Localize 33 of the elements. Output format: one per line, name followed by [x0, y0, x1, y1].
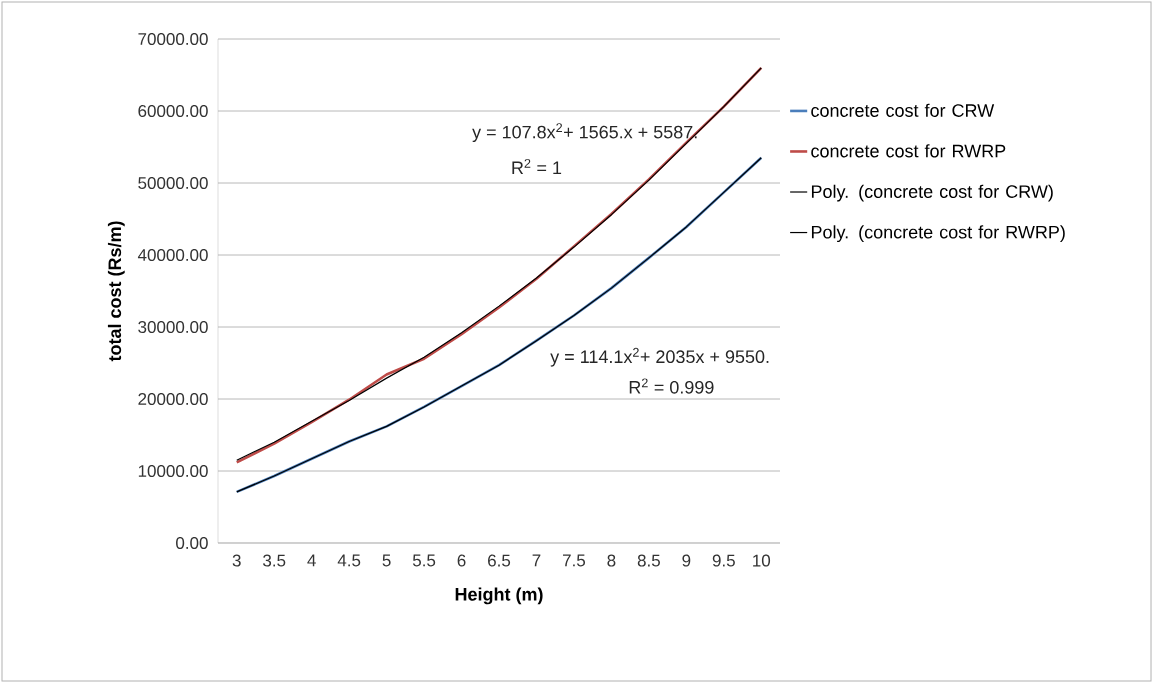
annotation: y = 114.1x$^{2}$+ 2035x + 9550. — [550, 347, 769, 367]
legend-label: concrete cost for CRW — [811, 103, 995, 117]
x-tick-label: 9 — [682, 554, 691, 567]
legend-label: concrete cost for RWRP — [811, 144, 1006, 158]
x-tick-label: 10 — [753, 554, 771, 567]
x-tick-label: 8 — [607, 554, 616, 567]
y-tick-label: 70000.00 — [138, 32, 208, 46]
y-tick-label: 50000.00 — [138, 176, 208, 190]
y-tick-label: 0.00 — [176, 536, 208, 550]
legend-label: Poly. (concrete cost for CRW) — [811, 184, 1053, 202]
x-tick-label: 5 — [382, 554, 391, 567]
x-tick-label: 6 — [457, 554, 466, 567]
x-tick-label: 6.5 — [488, 554, 511, 567]
x-tick-label: 9.5 — [712, 554, 735, 567]
y-tick-label: 10000.00 — [138, 464, 208, 478]
x-tick-label: 3.5 — [263, 554, 286, 567]
x-tick-label: 4 — [307, 554, 316, 567]
y-tick-label: 20000.00 — [138, 392, 208, 406]
annotation: y = 107.8x$^{2}$+ 1565.x + 5587. — [472, 123, 697, 142]
annotation: R$^{2}$ = 0.999 — [629, 378, 714, 394]
x-tick-label: 8.5 — [637, 554, 660, 567]
y-tick-label: 60000.00 — [138, 104, 208, 118]
x-tick-label: 7 — [532, 554, 541, 567]
y-axis-title: total cost (Rs/m) — [107, 221, 125, 362]
x-tick-label: 4.5 — [337, 554, 361, 567]
x-tick-label: 5.5 — [412, 554, 436, 567]
annotation: R$^{2}$ = 1 — [512, 158, 562, 174]
x-tick-label: 3 — [232, 554, 241, 567]
y-tick-label: 30000.00 — [138, 320, 208, 334]
legend-label: Poly. (concrete cost for RWRP) — [811, 225, 1065, 243]
y-tick-label: 40000.00 — [137, 248, 208, 262]
x-axis-title: Height (m) — [455, 587, 543, 605]
x-tick-label: 7.5 — [563, 554, 586, 567]
